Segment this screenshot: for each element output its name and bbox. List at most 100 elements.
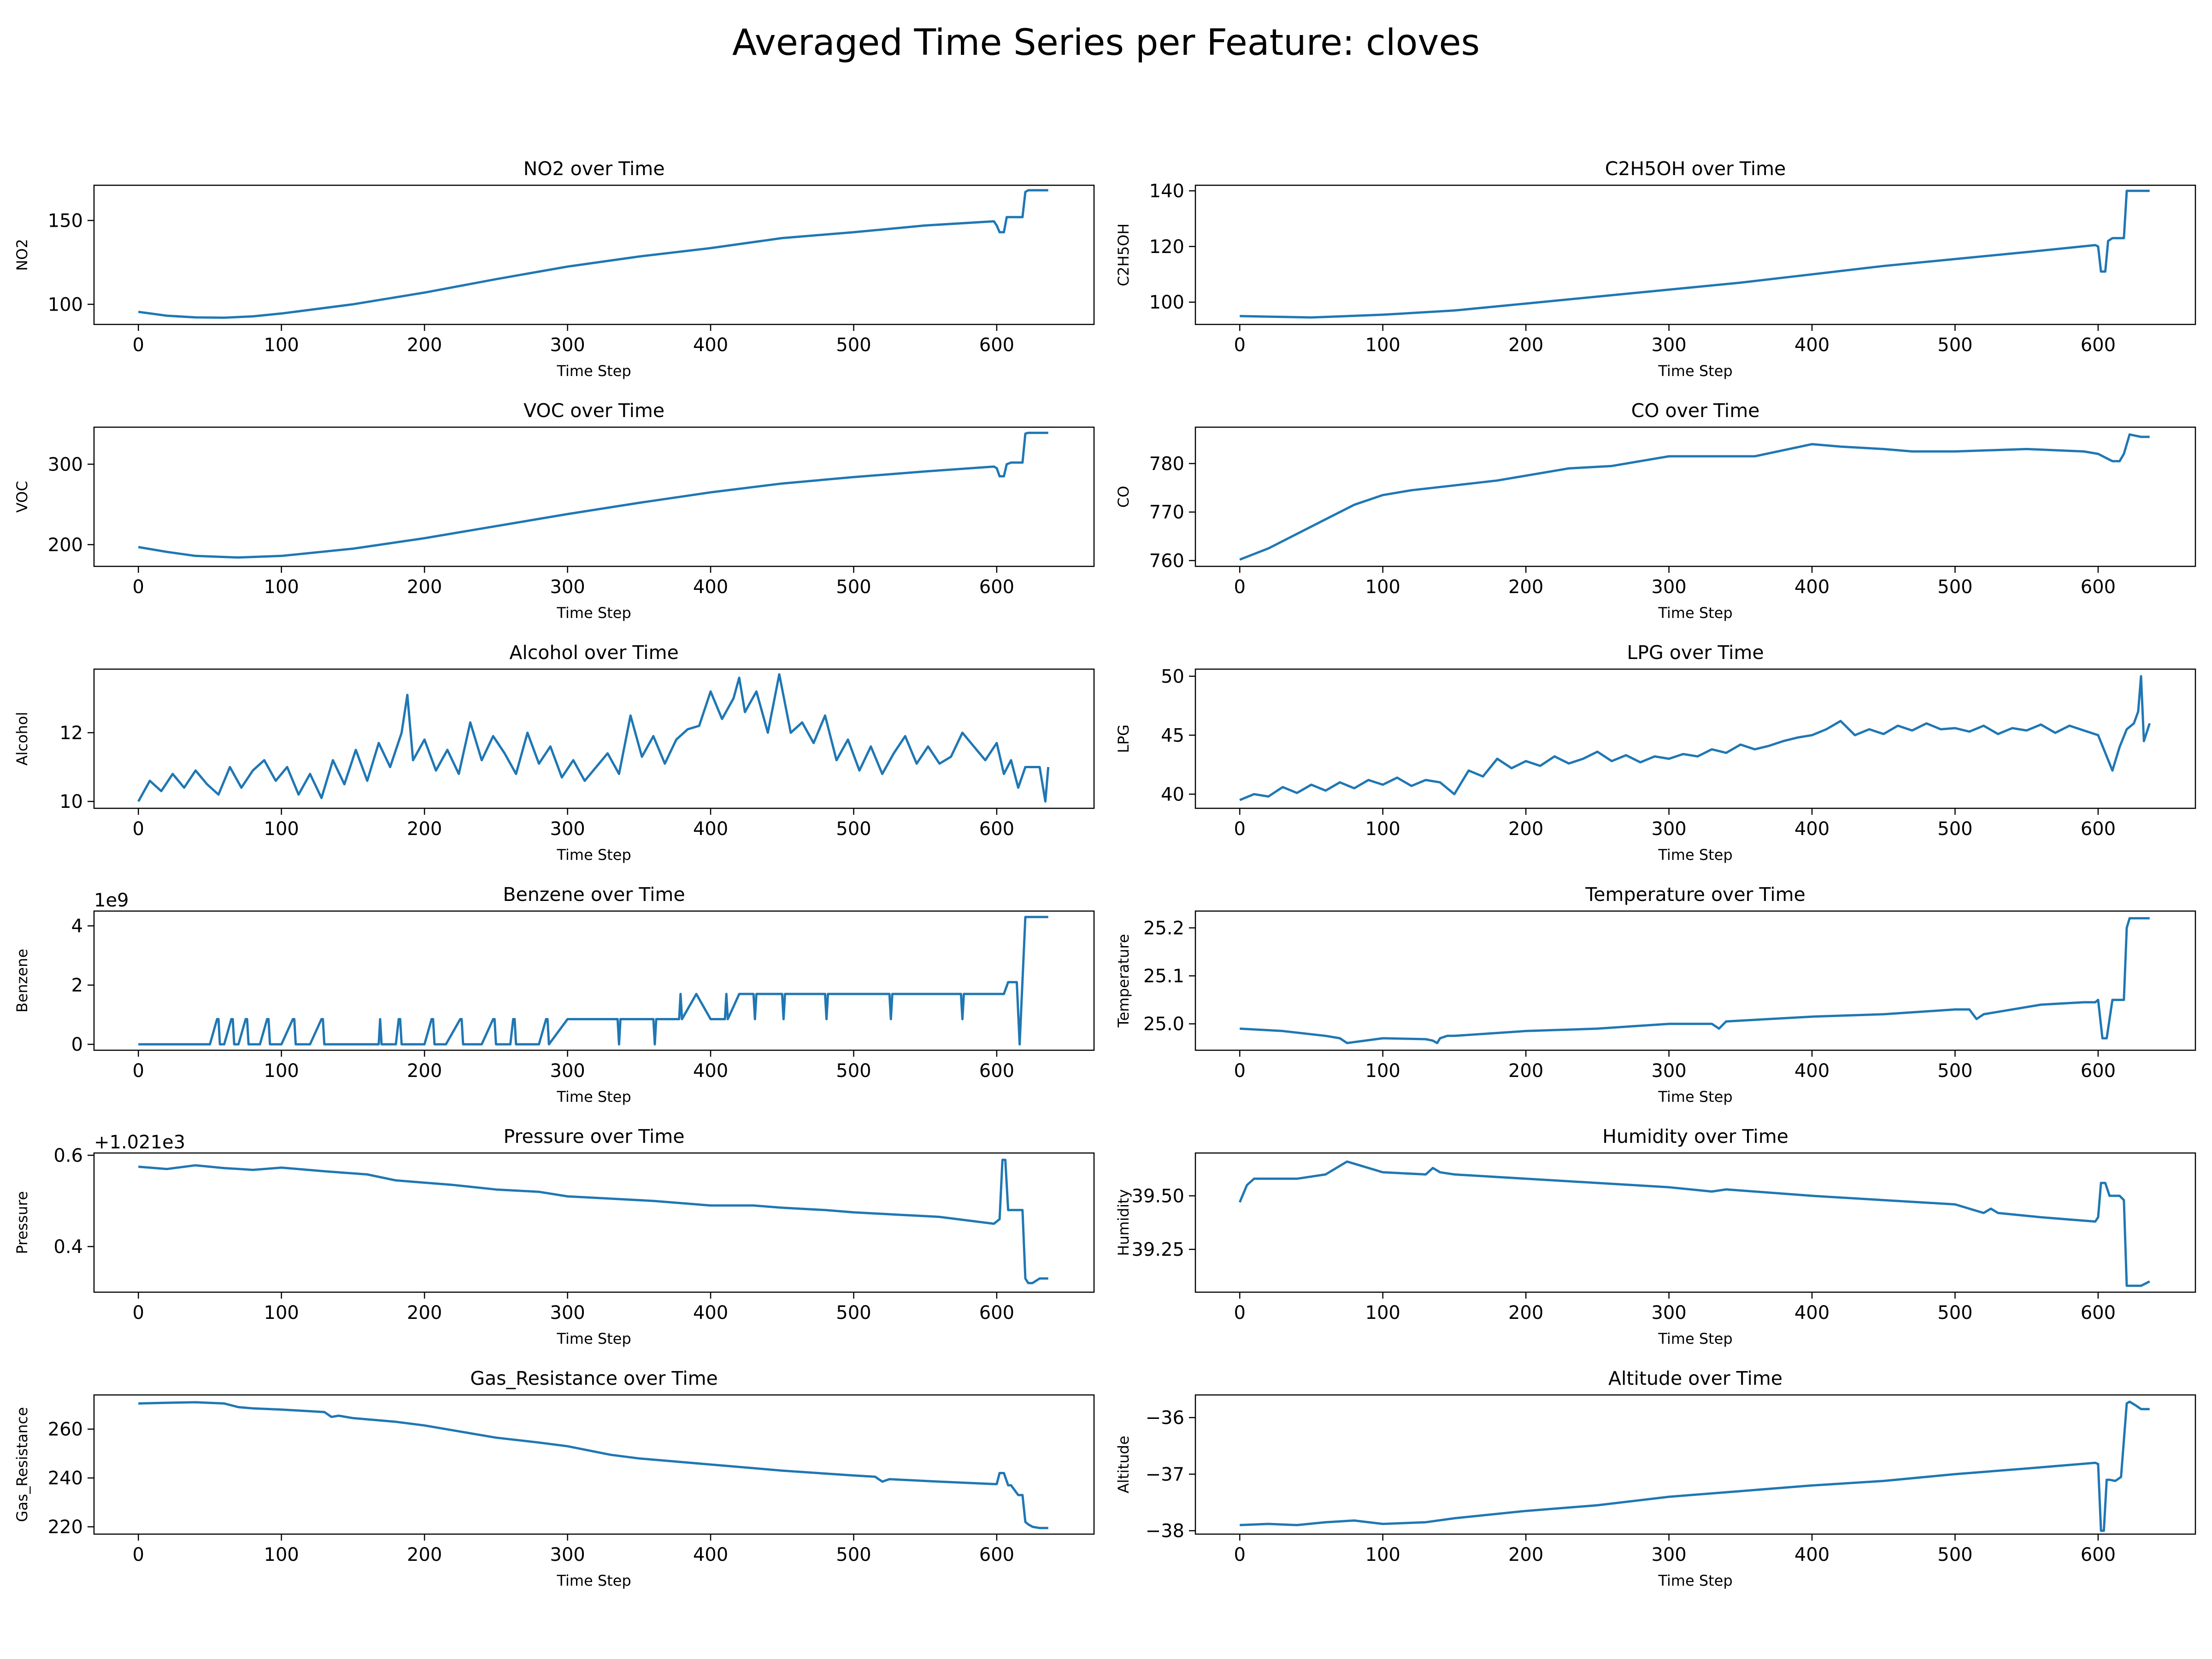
x-tick-label: 100 (264, 335, 299, 356)
subplot-altitude: Altitude over Time 0 100 200 300 400 500 600 −38… (1115, 1367, 2196, 1589)
x-tick-label: 500 (1937, 1302, 1972, 1324)
y-tick-label: 770 (1149, 502, 1184, 523)
axes-frame (93, 184, 1095, 325)
subplot-title: Altitude over Time (1608, 1367, 1783, 1389)
figure-title: Averaged Time Series per Feature: cloves (732, 22, 1480, 64)
y-tick-label: −38 (1146, 1521, 1184, 1542)
subplot-voc: VOC over Time 0 100 200 300 400 500 600 200 300 Ti… (13, 400, 1095, 622)
subplot-title: C2H5OH over Time (1605, 158, 1786, 180)
y-tick-label: 220 (48, 1517, 83, 1538)
y-axis-label: Pressure (13, 1191, 31, 1254)
series-line (137, 673, 1050, 803)
x-tick-label: 0 (1234, 1544, 1246, 1565)
x-tick-label: 100 (1365, 335, 1400, 356)
axes-frame (93, 1152, 1095, 1293)
axes-frame (1194, 1394, 2196, 1535)
x-tick-label: 600 (979, 335, 1014, 356)
axes-frame (1194, 668, 2196, 809)
y-tick-label: 39.25 (1131, 1239, 1184, 1260)
x-tick-label: 0 (133, 577, 144, 598)
subplot-no2: NO2 over Time 0 100 200 300 400 500 600 100 150 Ti… (13, 158, 1095, 380)
series-line (1239, 675, 2151, 801)
subplot-alcohol: Alcohol over Time 0 100 200 300 400 500 600 10 12… (13, 641, 1095, 864)
x-axis-label: Time Step (1658, 1088, 1732, 1106)
x-tick-label: 400 (1794, 1060, 1830, 1082)
x-tick-label: 0 (1234, 1302, 1246, 1324)
x-axis-label: Time Step (1658, 1572, 1732, 1589)
x-tick-label: 100 (1365, 818, 1400, 840)
y-tick-label: 45 (1161, 725, 1184, 746)
x-tick-label: 300 (1651, 577, 1686, 598)
x-tick-label: 400 (693, 1544, 728, 1565)
x-tick-label: 100 (1365, 1544, 1400, 1565)
x-tick-label: 300 (1651, 1060, 1686, 1082)
x-tick-label: 300 (550, 1302, 585, 1324)
x-tick-label: 0 (1234, 335, 1246, 356)
series-line (1240, 189, 2150, 319)
y-tick-label: 760 (1149, 550, 1184, 571)
x-axis-label: Time Step (556, 362, 631, 380)
subplot-title: CO over Time (1631, 400, 1760, 422)
x-tick-label: 300 (1651, 335, 1686, 356)
subplot-title: Temperature over Time (1585, 883, 1806, 906)
x-tick-label: 200 (1508, 335, 1543, 356)
x-tick-label: 100 (264, 1302, 299, 1324)
subplot-gas_resistance: Gas_Resistance over Time 0 100 200 300 400 500… (13, 1367, 1095, 1589)
x-tick-label: 500 (836, 335, 871, 356)
x-tick-label: 600 (979, 818, 1014, 840)
x-tick-label: 300 (550, 335, 585, 356)
series-line (138, 189, 1048, 319)
x-tick-label: 400 (1794, 818, 1830, 840)
x-tick-label: 100 (264, 1544, 299, 1565)
x-tick-label: 600 (2081, 1060, 2116, 1082)
x-tick-label: 600 (979, 1060, 1014, 1082)
y-tick-label: 50 (1161, 666, 1184, 687)
x-axis-label: Time Step (556, 1330, 631, 1347)
x-axis-label: Time Step (1658, 362, 1732, 380)
axes-frame (1194, 910, 2196, 1051)
subplot-title: Gas_Resistance over Time (470, 1367, 718, 1389)
y-tick-label: 0.4 (53, 1236, 83, 1258)
x-tick-label: 400 (1794, 1544, 1830, 1565)
x-tick-label: 600 (979, 577, 1014, 598)
x-tick-label: 200 (407, 818, 442, 840)
x-tick-label: 0 (133, 1544, 144, 1565)
subplot-title: Humidity over Time (1602, 1125, 1788, 1147)
axes-frame (93, 910, 1095, 1051)
x-axis-label: Time Step (556, 1572, 631, 1589)
y-tick-label: 25.2 (1143, 918, 1184, 939)
x-tick-label: 400 (693, 1060, 728, 1082)
x-tick-label: 400 (1794, 335, 1830, 356)
x-tick-label: 0 (133, 335, 144, 356)
x-axis-label: Time Step (556, 604, 631, 622)
x-tick-label: 600 (2081, 577, 2116, 598)
y-tick-label: 39.50 (1131, 1186, 1184, 1207)
x-tick-label: 400 (693, 818, 728, 840)
y-tick-label: 140 (1149, 181, 1184, 202)
x-tick-label: 100 (1365, 1302, 1400, 1324)
x-tick-label: 500 (836, 1060, 871, 1082)
x-tick-label: 500 (1937, 577, 1972, 598)
y-tick-label: −37 (1146, 1464, 1184, 1485)
x-tick-label: 0 (133, 818, 144, 840)
series-line (1240, 1400, 2150, 1532)
x-tick-label: 300 (1651, 818, 1686, 840)
y-axis-label: Temperature (1115, 934, 1132, 1028)
x-tick-label: 600 (2081, 1302, 2116, 1324)
y-tick-label: 2 (71, 975, 83, 996)
axis-offset-label: +1.021e3 (94, 1132, 185, 1153)
x-tick-label: 500 (836, 577, 871, 598)
x-tick-label: 300 (1651, 1302, 1686, 1324)
x-tick-label: 200 (407, 335, 442, 356)
y-tick-label: 40 (1161, 784, 1184, 805)
x-tick-label: 0 (1234, 818, 1246, 840)
y-tick-label: 25.1 (1143, 966, 1184, 987)
series-line (138, 916, 1048, 1046)
x-tick-label: 400 (1794, 1302, 1830, 1324)
x-tick-label: 100 (264, 1060, 299, 1082)
x-tick-label: 0 (1234, 1060, 1246, 1082)
series-line (1238, 1160, 2150, 1287)
x-tick-label: 500 (836, 1302, 871, 1324)
x-axis-label: Time Step (556, 846, 631, 864)
x-tick-label: 200 (407, 577, 442, 598)
